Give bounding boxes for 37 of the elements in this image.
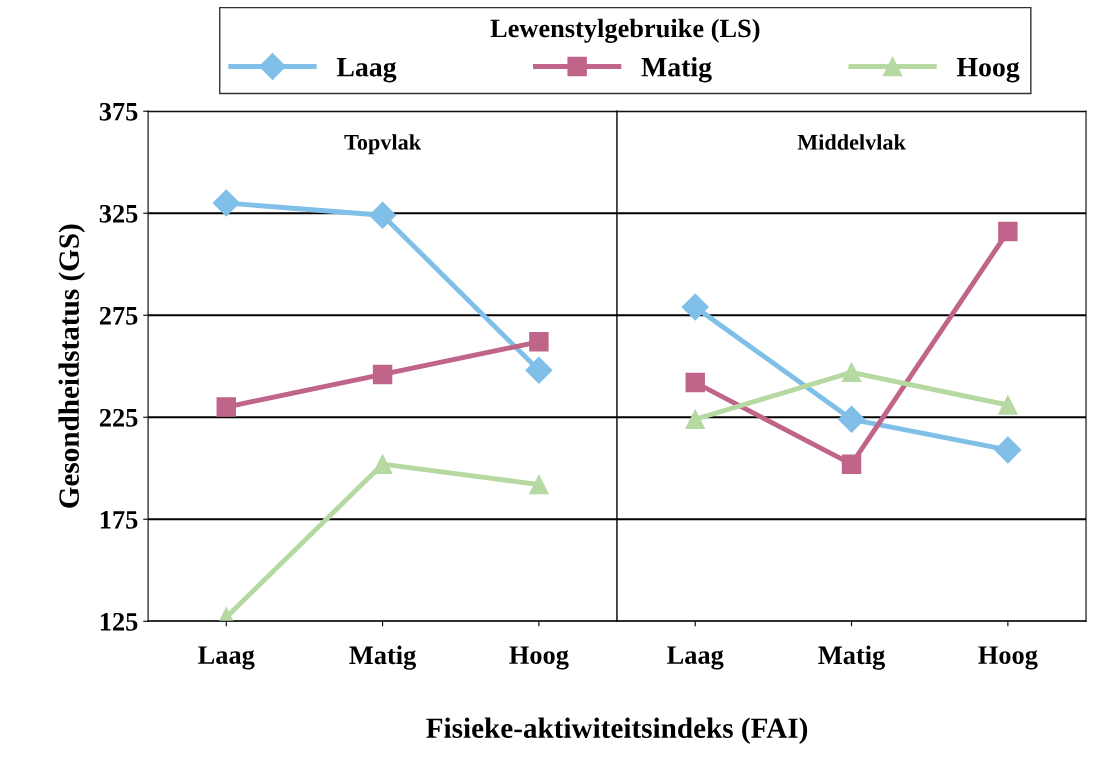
x-tick-label: Laag <box>198 646 255 670</box>
point <box>998 395 1018 415</box>
point <box>998 221 1018 242</box>
y-tick-label: 125 <box>100 612 138 631</box>
point <box>841 454 862 474</box>
point <box>372 454 393 474</box>
x-tick-label: Matig <box>349 645 417 670</box>
legend-title: Lewenstylgebruike (LS) <box>490 18 760 43</box>
legend-label: Hoog <box>956 58 1020 83</box>
point <box>212 189 240 217</box>
y-tick-label: 225 <box>99 408 138 427</box>
y-tick-label: 175 <box>100 510 138 529</box>
x-axis-title: Fisieke-aktiwiteitsindeks (FAI) <box>426 717 808 744</box>
x-tick-label: Hoog <box>978 646 1038 670</box>
y-axis-title: Gesondheidstatus (GS) <box>58 224 85 508</box>
point <box>529 332 549 352</box>
point <box>685 372 705 393</box>
x-tick-label: Hoog <box>509 646 569 670</box>
point <box>681 293 709 321</box>
y-tick-label: 275 <box>99 306 138 325</box>
y-tick-label: 325 <box>99 204 138 223</box>
point <box>838 405 866 433</box>
point <box>216 397 236 417</box>
legend-label: Matig <box>641 56 712 83</box>
point <box>685 409 705 430</box>
point <box>529 474 549 495</box>
point <box>369 201 397 229</box>
text: Middelvlak <box>797 134 906 150</box>
legend-label: Laag <box>336 58 397 83</box>
point <box>994 436 1022 464</box>
x-tick-label: Laag <box>667 646 724 670</box>
point <box>372 364 393 385</box>
x-tick-label: Matig <box>818 645 885 670</box>
text: Topvlak <box>344 134 422 155</box>
y-tick-label: 375 <box>99 102 138 121</box>
point <box>841 362 862 383</box>
point <box>525 356 553 384</box>
